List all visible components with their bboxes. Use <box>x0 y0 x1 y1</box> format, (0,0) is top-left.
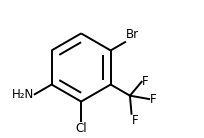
Text: H₂N: H₂N <box>12 88 34 101</box>
Text: F: F <box>142 75 149 88</box>
Text: Cl: Cl <box>75 122 87 135</box>
Text: F: F <box>132 114 139 127</box>
Text: Br: Br <box>126 28 139 41</box>
Text: F: F <box>150 93 156 106</box>
